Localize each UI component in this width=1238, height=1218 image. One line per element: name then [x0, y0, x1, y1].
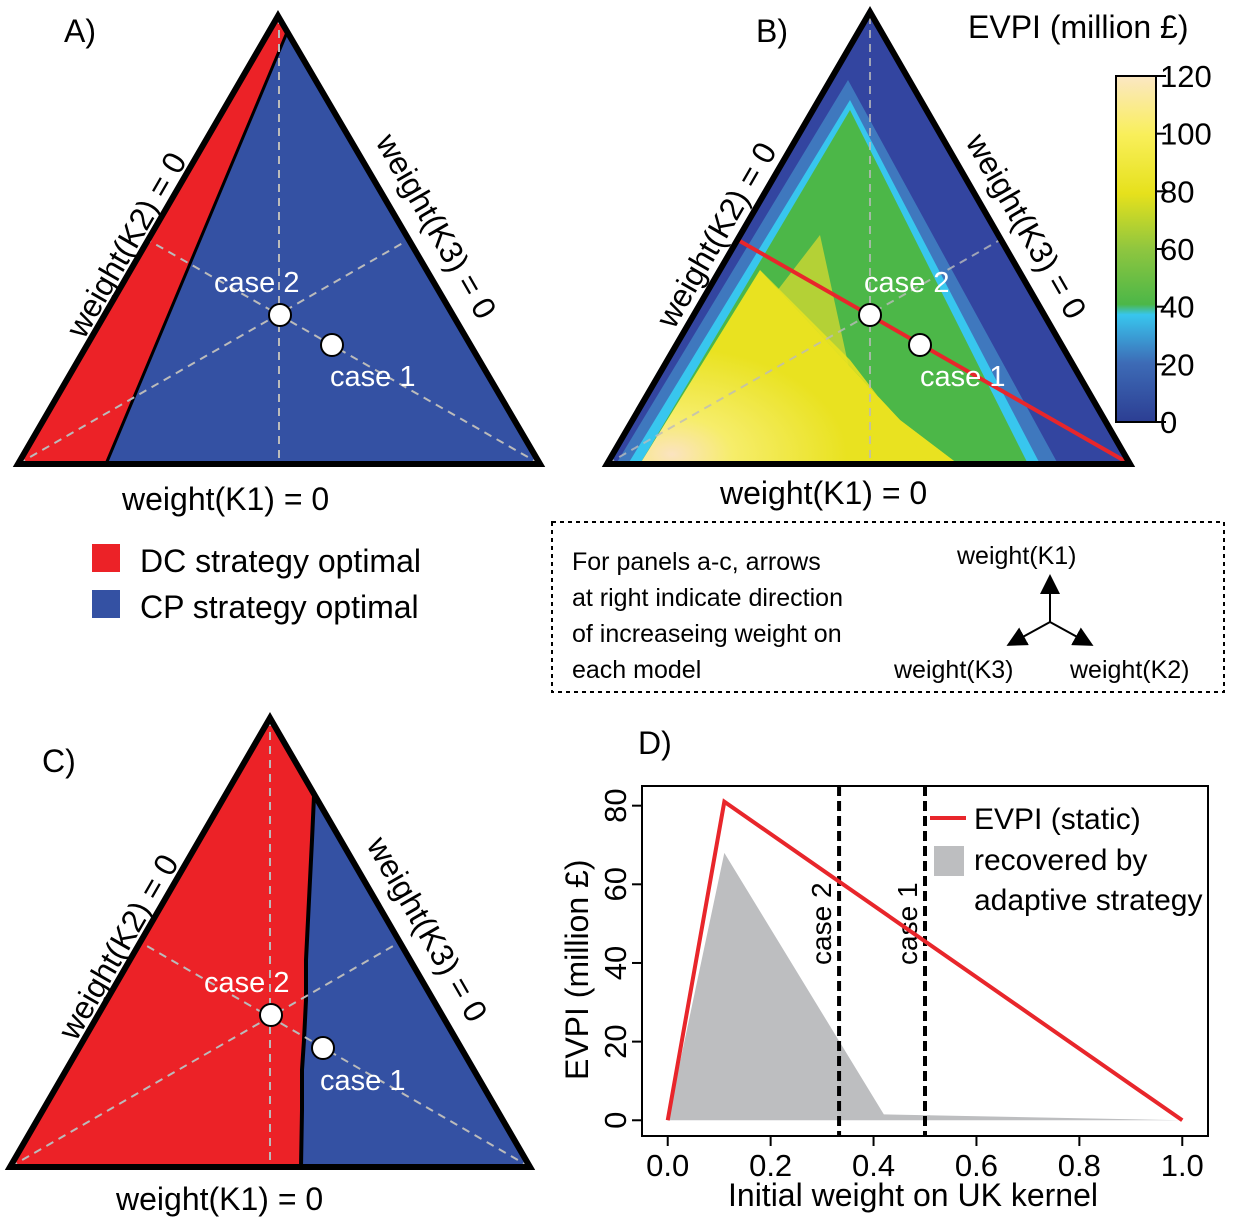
note-line-4: each model	[572, 656, 701, 684]
colorbar-tick-label: 0	[1160, 405, 1177, 440]
note-line-3: of increaseing weight on	[572, 620, 842, 648]
y-axis-title: EVPI (million £)	[559, 860, 595, 1081]
colorbar-tick-label: 40	[1160, 290, 1194, 325]
note-box-frame	[551, 521, 1225, 693]
x-tick-label: 0.8	[1058, 1148, 1101, 1183]
colorbar: EVPI (million £) 0 20 40 60 80 100 120	[968, 9, 1212, 440]
panel-b-transect-line	[737, 238, 1131, 466]
x-tick-label: 1.0	[1161, 1148, 1204, 1183]
arrow-left	[1006, 621, 1051, 646]
note-line-1: For panels a-c, arrows	[572, 548, 821, 576]
panel-d-label: D)	[638, 725, 672, 761]
panel-b-case1-label: case 1	[920, 361, 1005, 393]
strategy-legend: DC strategy optimal CP strategy optimal	[92, 543, 421, 625]
legend-recovered-label-1: recovered by	[974, 844, 1147, 877]
x-tick-label: 0.4	[852, 1148, 895, 1183]
panel-c-case1-label: case 1	[320, 1065, 405, 1097]
panel-a-guides	[17, 16, 541, 465]
panel-b-heatmap	[607, 12, 1130, 464]
panel-a: case 2 case 1 A) weight(K1) = 0 weight(K…	[12, 10, 546, 517]
y-tick-label: 20	[598, 1024, 633, 1058]
arrow-left-label: weight(K3)	[893, 656, 1014, 684]
panel-b: case 2 case 1 B) weight(K1) = 0 weight(K…	[601, 6, 1212, 511]
y-tick-label: 40	[598, 946, 633, 980]
panel-c-edge-bottom: weight(K1) = 0	[115, 1181, 323, 1217]
y-tick-label: 0	[598, 1112, 633, 1129]
colorbar-tick-label: 20	[1160, 347, 1194, 382]
recovered-area	[667, 852, 1183, 1121]
panel-a-case2-marker	[268, 303, 292, 327]
panel-d: D) case 2 case 10.0 0.2 0.4 0.6 0.8 1.00204060…	[559, 725, 1209, 1213]
legend-dc-swatch	[92, 544, 120, 572]
colorbar-title: EVPI (million £)	[968, 9, 1189, 45]
legend-recovered-swatch	[934, 846, 964, 876]
panel-b-label: B)	[756, 13, 788, 49]
direction-arrows	[1006, 574, 1094, 646]
note-box: For panels a-c, arrows at right indicate…	[551, 521, 1225, 693]
panel-b-triangle-outline	[601, 6, 1136, 467]
panel-c-triangle-outline	[4, 712, 536, 1170]
panel-a-case2-label: case 2	[214, 267, 299, 299]
x-tick-label: 0.6	[955, 1148, 998, 1183]
y-tick-label: 60	[598, 867, 633, 901]
colorbar-ramp	[1115, 75, 1157, 423]
colorbar-tick-label: 60	[1160, 232, 1194, 267]
panel-c-dc-region	[10, 718, 314, 1167]
panel-a-triangle-outline	[12, 10, 546, 467]
panel-c: case 2 case 1 C) weight(K1) = 0 weight(K…	[4, 712, 536, 1217]
case-vline-label: case 2	[806, 882, 837, 965]
panel-c-label: C)	[42, 743, 76, 779]
arrow-right	[1049, 621, 1094, 646]
legend-cp-swatch	[92, 590, 120, 618]
note-line-2: at right indicate direction	[572, 584, 843, 612]
panel-c-case2-marker	[259, 1003, 283, 1027]
panel-b-guides	[606, 16, 1001, 465]
legend-cp-label: CP strategy optimal	[140, 589, 419, 625]
legend-recovered-label-2: adaptive strategy	[974, 884, 1202, 917]
panel-a-edge-bottom: weight(K1) = 0	[121, 481, 329, 517]
panel-c-case2-label: case 2	[204, 967, 289, 999]
x-axis-title: Initial weight on UK kernel	[728, 1177, 1098, 1213]
y-tick-label: 80	[598, 788, 633, 822]
arrow-up-label: weight(K1)	[956, 542, 1077, 570]
arrow-right-label: weight(K2)	[1069, 656, 1190, 684]
panel-b-case2-label: case 2	[864, 267, 949, 299]
panel-c-case1-marker	[311, 1036, 335, 1060]
legend-dc-label: DC strategy optimal	[140, 543, 421, 579]
panel-a-label: A)	[64, 13, 96, 49]
colorbar-tick-label: 100	[1160, 117, 1212, 152]
evpi-line	[665, 798, 1184, 1122]
panel-b-case1-marker	[908, 333, 932, 357]
legend-evpi-label: EVPI (static)	[974, 803, 1141, 836]
panel-b-case2-marker	[858, 303, 882, 327]
panel-c-boundary	[299, 795, 316, 1168]
panel-b-edge-bottom: weight(K1) = 0	[719, 475, 927, 511]
panel-c-guides	[9, 718, 531, 1168]
colorbar-tick-label: 80	[1160, 174, 1194, 209]
x-tick-label: 0.0	[646, 1148, 689, 1183]
x-tick-label: 0.2	[749, 1148, 792, 1183]
panel-a-case1-label: case 1	[330, 361, 415, 393]
panel-a-boundary	[104, 29, 290, 465]
colorbar-ticks: 0 20 40 60 80 100 120	[1156, 59, 1212, 440]
colorbar-tick-label: 120	[1160, 59, 1212, 94]
panel-a-case1-marker	[320, 333, 344, 357]
